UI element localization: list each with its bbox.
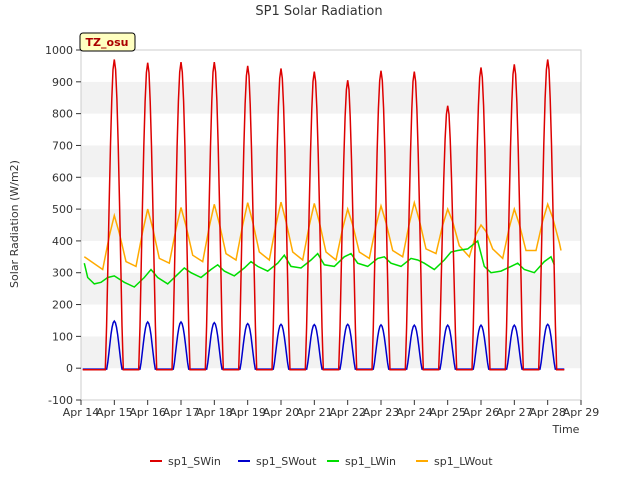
y-tick-label: 400 [52,235,73,248]
grid-band [81,336,581,369]
legend-label: sp1_SWout [256,455,317,468]
grid-band [81,177,581,210]
x-tick-label: Apr 22 [329,406,366,419]
x-tick-label: Apr 17 [163,406,200,419]
y-tick-label: 1000 [45,44,73,57]
y-tick-label: 100 [52,330,73,343]
grid-band [81,145,581,178]
series-layer [82,59,565,371]
y-tick-label: 800 [52,108,73,121]
grid-band [81,304,581,337]
grid-band [81,113,581,146]
series-line-sp1-lwin [83,239,555,288]
grid-band [81,81,581,114]
y-tick-label: 600 [52,171,73,184]
y-tick-label: 0 [66,362,73,375]
legend-label: sp1_LWout [434,455,493,468]
x-tick-label: Apr 29 [563,406,600,419]
x-tick-label: Apr 19 [229,406,266,419]
x-tick-label: Apr 16 [129,406,166,419]
grid-band [81,272,581,305]
x-tick-label: Apr 20 [263,406,300,419]
legend-item-sp1-SWin: sp1_SWin [150,455,221,468]
chart-title: SP1 Solar Radiation [255,4,382,19]
legend-item-sp1-LWin: sp1_LWin [327,455,396,468]
y-tick-label: 500 [52,203,73,216]
x-tick-label: Apr 24 [396,406,433,419]
x-tick-label: Apr 23 [363,406,400,419]
y-tick-label: 200 [52,299,73,312]
x-tick-label: Apr 18 [196,406,233,419]
x-tick-label: Apr 25 [429,406,466,419]
grid-band [81,209,581,241]
x-tick-label: Apr 26 [463,406,500,419]
x-tick-label: Apr 15 [96,406,133,419]
x-tick-label: Apr 27 [496,406,533,419]
plot-frame [80,49,582,401]
x-axis-label: Time [552,423,580,436]
x-tick-label: Apr 28 [529,406,566,419]
grid-band [81,50,581,82]
timezone-badge: TZ_osu [79,32,136,52]
grid-band [81,368,581,400]
y-axis: -100 0 100 200 300 400 500 600 700 800 900 1000 [45,44,81,407]
y-tick-label: -100 [48,394,73,407]
legend-item-sp1-SWout: sp1_SWout [238,455,317,468]
legend: sp1_SWin sp1_SWout sp1_LWin sp1_LWout [150,455,493,468]
legend-label: sp1_LWin [345,455,396,468]
legend-label: sp1_SWin [168,455,221,468]
y-axis-label: Solar Radiation (W/m2) [8,160,21,288]
series-line-sp1-swin [82,59,565,371]
x-tick-label: Apr 21 [296,406,333,419]
y-tick-label: 900 [52,76,73,89]
x-tick-label: Apr 14 [63,406,100,419]
legend-item-sp1-LWout: sp1_LWout [416,455,493,468]
y-tick-label: 700 [52,139,73,152]
timezone-badge-label: TZ_osu [86,36,129,49]
timezone-badge-box [79,32,136,52]
y-tick-label: 300 [52,267,73,280]
